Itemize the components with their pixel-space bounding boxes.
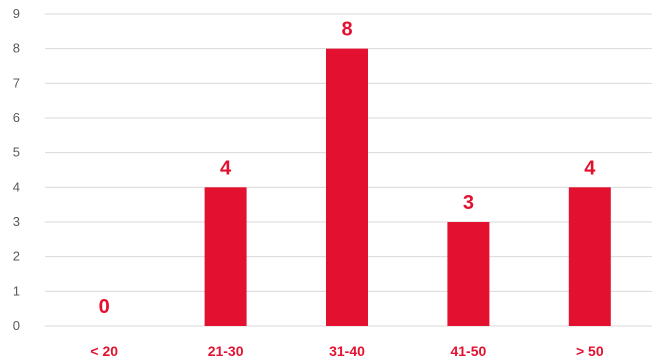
data-label: 8 [341,19,352,41]
y-tick-label: 9 [13,6,20,21]
x-axis: < 20 21-30 31-40 41-50 > 50 [90,343,603,359]
y-axis: 0 1 2 3 4 5 6 7 8 9 [13,6,20,333]
y-tick-label: 3 [13,214,20,229]
x-tick-label: > 50 [576,343,604,359]
x-tick-label: 21-30 [208,343,244,359]
data-label: 3 [463,192,474,214]
y-tick-label: 5 [13,145,20,160]
bar-2 [204,187,247,326]
x-tick-label: < 20 [90,343,118,359]
y-tick-label: 4 [13,179,20,194]
y-tick-label: 2 [13,249,20,264]
bars [204,48,611,327]
bar-5 [568,187,611,326]
y-tick-label: 1 [13,283,20,298]
y-tick-label: 6 [13,110,20,125]
data-label: 4 [220,157,232,179]
x-tick-label: 31-40 [329,343,365,359]
bar-4 [447,222,490,326]
data-label: 4 [584,157,596,179]
data-labels: 0 4 8 3 4 [99,19,597,318]
y-tick-label: 0 [13,318,20,333]
y-tick-label: 8 [13,41,20,56]
x-tick-label: 41-50 [450,343,486,359]
bar-3 [326,48,368,327]
data-label: 0 [99,296,110,318]
y-tick-label: 7 [13,75,20,90]
